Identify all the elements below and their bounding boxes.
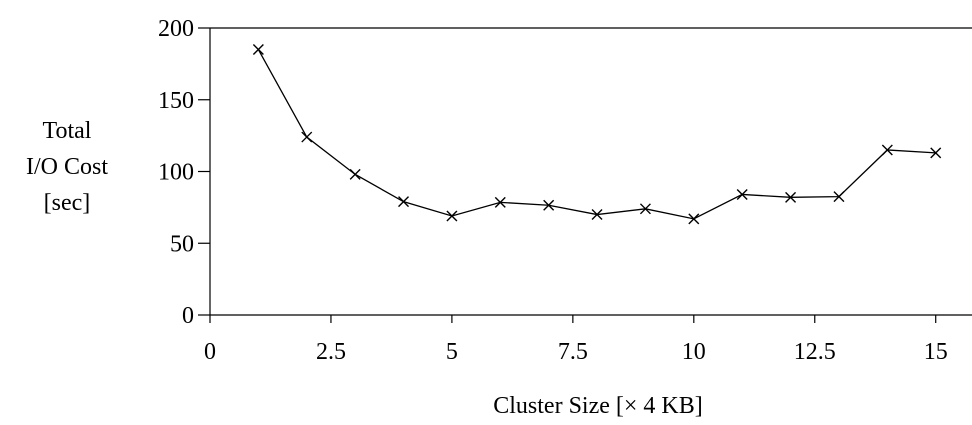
data-point-marker bbox=[639, 203, 651, 215]
data-point-marker bbox=[494, 196, 506, 208]
y-axis-title-line: [sec] bbox=[44, 190, 91, 216]
data-point-marker bbox=[349, 168, 361, 180]
y-tick-label: 100 bbox=[158, 160, 194, 186]
data-point-marker bbox=[446, 210, 458, 222]
chart-series bbox=[252, 44, 942, 225]
data-point-marker bbox=[833, 191, 845, 203]
x-axis-title: Cluster Size [× 4 KB] bbox=[493, 393, 703, 419]
y-tick-label: 50 bbox=[170, 231, 194, 257]
y-axis-title-line: Total bbox=[43, 118, 92, 144]
series-line bbox=[257, 49, 936, 220]
y-tick-label: 0 bbox=[182, 303, 194, 329]
y-tick-label: 200 bbox=[158, 16, 194, 42]
y-tick-label: 150 bbox=[158, 88, 194, 114]
x-tick-label: 2.5 bbox=[316, 339, 346, 365]
x-tick-label: 7.5 bbox=[558, 339, 588, 365]
y-axis-title: Total I/O Cost [sec] bbox=[26, 118, 108, 216]
data-point-marker bbox=[785, 191, 797, 203]
x-tick-label: 12.5 bbox=[794, 339, 836, 365]
x-tick-label: 10 bbox=[682, 339, 706, 365]
data-point-marker bbox=[398, 196, 410, 208]
data-point-marker bbox=[591, 209, 603, 221]
y-axis-title-line: I/O Cost bbox=[26, 154, 108, 180]
data-point-marker bbox=[930, 147, 942, 159]
data-point-marker bbox=[736, 188, 748, 200]
data-point-marker bbox=[688, 213, 700, 225]
data-point-marker bbox=[543, 199, 555, 211]
data-point-marker bbox=[252, 44, 264, 56]
x-tick-label: 15 bbox=[924, 339, 948, 365]
data-point-marker bbox=[301, 131, 313, 143]
data-point-marker bbox=[881, 144, 893, 156]
x-tick-label: 0 bbox=[204, 339, 216, 365]
x-tick-label: 5 bbox=[446, 339, 458, 365]
chart-axes bbox=[209, 27, 972, 316]
